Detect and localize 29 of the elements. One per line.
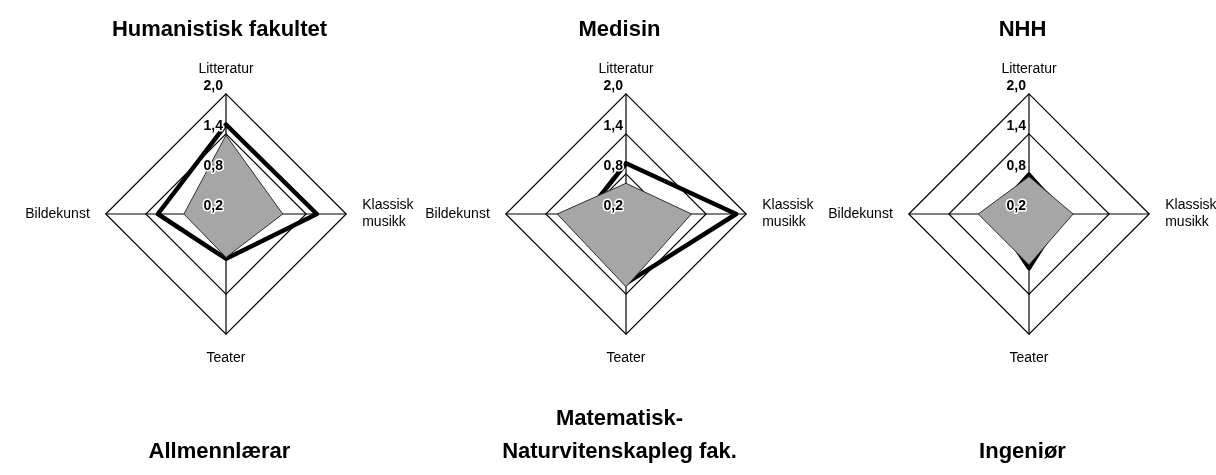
y-tick-label: 0,2	[1006, 196, 1027, 213]
y-tick-label: 0,2	[603, 196, 624, 213]
spoke-label: Teater	[606, 349, 646, 366]
spoke-label: Teater	[1009, 349, 1049, 366]
y-tick-label: 2,0	[603, 76, 624, 93]
text: Allmennlærar	[147, 437, 292, 465]
spoke-label: Bildekunst	[425, 204, 490, 221]
y-tick-label: 2,0	[203, 76, 224, 93]
spoke-label: Klassisk musikk	[762, 196, 815, 230]
spoke-label: Klassisk musikk	[1165, 196, 1216, 230]
y-tick-label: 2,0	[1006, 76, 1027, 93]
y-tick-label: 0,8	[603, 156, 624, 173]
text: Ingeniør	[978, 437, 1067, 465]
spoke-label: Teater	[206, 349, 246, 366]
chart-title: Medisin	[577, 15, 662, 43]
chart-title: Humanistisk fakultet	[110, 15, 329, 43]
spoke-label: Litteratur	[598, 60, 654, 77]
y-tick-label: 1,4	[603, 116, 624, 133]
y-tick-label: 0,8	[1006, 156, 1027, 173]
y-tick-label: 1,4	[1006, 116, 1027, 133]
spoke-label: Litteratur	[198, 60, 254, 77]
spoke-label: Bildekunst	[25, 204, 90, 221]
spoke-label: Bildekunst	[828, 204, 893, 221]
spoke-label: Klassisk musikk	[362, 196, 415, 230]
chart-title: NHH	[997, 15, 1048, 43]
spoke-label: Litteratur	[1001, 60, 1057, 77]
y-tick-label: 0,2	[203, 196, 224, 213]
y-tick-label: 1,4	[203, 116, 224, 133]
text: Matematisk-Naturvitenskapleg fak.	[501, 404, 738, 465]
